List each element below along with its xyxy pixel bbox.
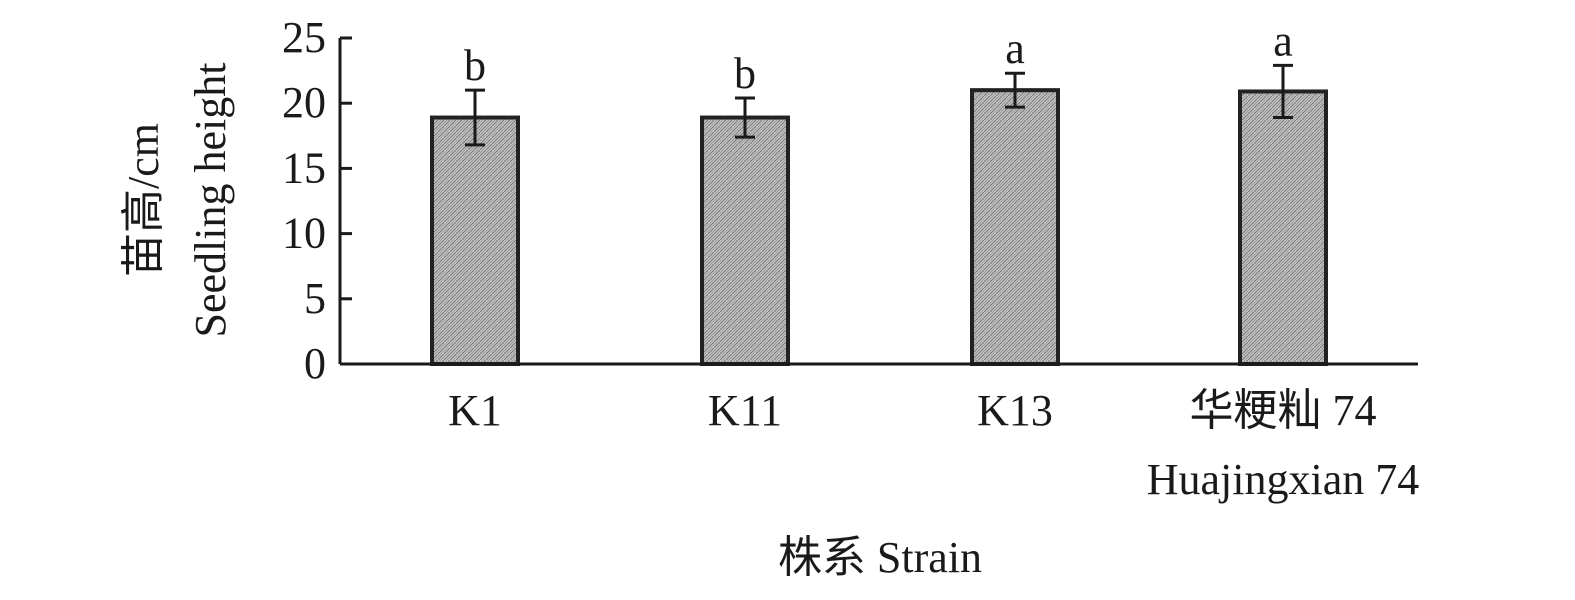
bars-group bbox=[430, 88, 1328, 367]
y-tick-label: 5 bbox=[304, 274, 326, 323]
significance-labels-group: b ba a bbox=[464, 16, 1293, 98]
y-axis-title-line2: Seedling height bbox=[186, 63, 235, 338]
significance-label: b bbox=[734, 49, 756, 98]
category-label: K1 bbox=[448, 386, 502, 435]
bar bbox=[970, 88, 1060, 366]
error-bars-group bbox=[465, 63, 1293, 147]
category-label: 华粳籼 74 bbox=[1190, 386, 1377, 435]
y-tick-label: 20 bbox=[282, 78, 326, 127]
y-tick-label: 25 bbox=[282, 13, 326, 62]
y-axis-ticks: 0 5 10 15 20 25 bbox=[282, 13, 352, 388]
y-axis-title-line1: 苗高/cm bbox=[119, 123, 168, 277]
x-axis-title: 株系 Strain bbox=[778, 533, 982, 582]
significance-label: a bbox=[1273, 16, 1293, 65]
category-label: K13 bbox=[977, 386, 1053, 435]
y-tick-label: 0 bbox=[304, 339, 326, 388]
y-tick-label: 15 bbox=[282, 143, 326, 192]
bar bbox=[1238, 89, 1328, 367]
significance-label: a bbox=[1005, 24, 1025, 73]
bar bbox=[430, 115, 520, 366]
bar bbox=[700, 115, 790, 366]
category-labels-group: K1 K11 K13 华粳籼 74 Huajingxian 74 bbox=[448, 386, 1419, 504]
significance-label: b bbox=[464, 41, 486, 90]
category-label: K11 bbox=[708, 386, 782, 435]
category-label-line2: Huajingxian 74 bbox=[1147, 455, 1420, 504]
y-tick-label: 10 bbox=[282, 209, 326, 258]
